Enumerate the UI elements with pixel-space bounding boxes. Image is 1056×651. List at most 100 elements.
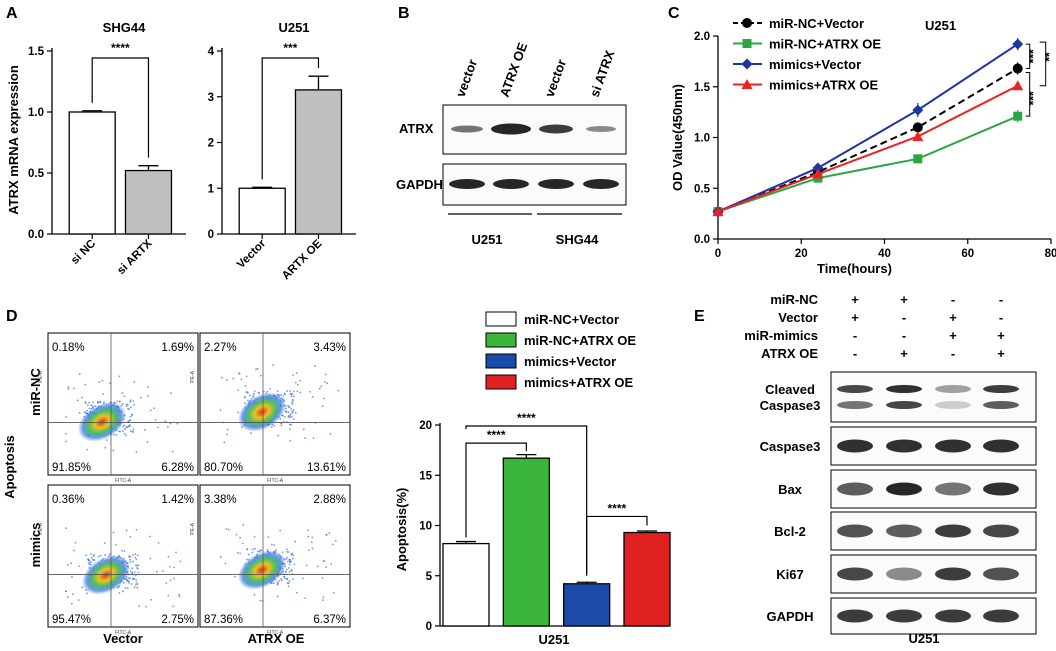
blot-label-caspase3: Caspase3: [760, 439, 821, 454]
flow-event: [308, 549, 310, 552]
legend-marker-mir-nc-vector: [742, 18, 752, 28]
flow-event: [87, 559, 90, 562]
flow-event: [149, 557, 152, 560]
flow-event: [86, 409, 89, 412]
band-cleaved-caspase3-lane-2: [886, 401, 922, 409]
flow-event: [292, 418, 295, 421]
band-bax-lane-3: [935, 482, 971, 496]
flow-event: [290, 395, 293, 398]
y-axis-label: OD Value(450nm): [670, 84, 685, 191]
legend-swatch-mimics-vector: [485, 353, 517, 369]
x-tick-label: 40: [878, 248, 891, 260]
flow-event: [135, 584, 137, 587]
flow-event: [175, 551, 177, 554]
panel-a-chart-u251: U251 0 1 2 3 4 Vector ARTX OE ***: [208, 20, 356, 282]
flow-event: [67, 564, 69, 566]
panel-c-annotation: U251: [925, 18, 956, 33]
panel-c: C 0.0 0.5 1.0 1.5 2.0 0 20 40 60 80 Time(hours) OD …: [668, 5, 1056, 276]
flow-event: [239, 552, 242, 555]
flow-event: [125, 434, 127, 437]
flow-event: [219, 409, 222, 412]
flow-event: [167, 555, 170, 558]
flow-event: [70, 602, 73, 605]
quadrant-upper-right: 1.69%: [161, 342, 194, 354]
band-gapdh-lane-4: [583, 179, 619, 189]
flow-event: [104, 446, 107, 449]
flow-event: [129, 430, 132, 433]
flow-density-cluster: [237, 550, 287, 590]
flow-event: [241, 542, 244, 545]
condition-sign-atrx-oe-4: +: [997, 346, 1005, 361]
flow-cytometry-plots: 0.18% 1.69% 91.85% 6.28% FITC-A PE-A 2.27% 3.43…: [38, 332, 351, 636]
x-axis-label: U251: [538, 632, 569, 647]
flow-event: [253, 536, 256, 538]
flow-event: [321, 599, 324, 602]
band-cleaved-caspase3-lane-2: [886, 385, 922, 393]
y-axis-label: Apoptosis(%): [394, 488, 409, 572]
flow-event: [287, 567, 290, 569]
flow-row-label-mir-nc: miR-NC: [28, 368, 43, 416]
legend-swatch-mir-nc-atrx-oe: [485, 332, 517, 348]
sig-bracket-3: [586, 515, 648, 574]
flow-event: [296, 390, 299, 393]
y-tick-label: 1: [208, 183, 215, 195]
condition-label-atrx-oe: ATRX OE: [761, 346, 818, 361]
flow-event: [122, 425, 125, 428]
quadrant-upper-left: 2.27%: [204, 342, 237, 354]
flow-event: [287, 404, 290, 407]
flow-event: [73, 387, 76, 390]
condition-sign-atrx-oe-2: +: [900, 346, 908, 361]
sig-label-3: ***: [1027, 91, 1041, 105]
flow-event: [325, 566, 327, 568]
flow-event: [78, 565, 80, 567]
flow-event: [276, 583, 279, 586]
flow-event: [149, 535, 152, 538]
flow-event: [112, 449, 115, 452]
flow-event: [281, 551, 284, 554]
bar-mimics-vector: [563, 583, 611, 627]
flow-event: [302, 577, 304, 580]
flow-event: [321, 577, 324, 579]
flow-event: [132, 554, 134, 556]
flow-event: [135, 528, 138, 531]
bar-si-nc: [68, 111, 116, 235]
flow-event: [227, 528, 230, 531]
flow-event: [101, 379, 104, 382]
flow-event: [133, 571, 136, 574]
flow-event: [272, 364, 274, 367]
flow-event: [65, 416, 67, 418]
y-tick-label: 15: [419, 470, 432, 482]
flow-event: [275, 549, 278, 551]
legend-label-mimics-vector: mimics+Vector: [524, 354, 616, 369]
band-cleaved-caspase3-lane-4: [983, 401, 1019, 409]
flow-event: [276, 390, 279, 393]
flow-plot-frame: [47, 484, 199, 628]
flow-event: [273, 424, 276, 427]
flow-event: [288, 558, 291, 561]
x-tick-label: ARTX OE: [280, 237, 325, 282]
flow-event: [71, 575, 73, 578]
flow-event: [123, 550, 126, 553]
condition-sign-mir-mimics-1: -: [853, 328, 857, 343]
flow-event: [125, 529, 128, 532]
condition-sign-vector-3: +: [949, 310, 957, 325]
flow-event: [323, 380, 326, 383]
flow-event: [102, 393, 105, 395]
flow-event: [309, 390, 312, 393]
band-cleaved-caspase3-lane-1: [837, 401, 873, 409]
sig-bracket-2: [1039, 41, 1047, 87]
flow-event: [134, 556, 137, 559]
panel-label-c: C: [668, 5, 680, 22]
flow-event: [236, 551, 239, 554]
flow-event: [108, 553, 111, 556]
blot-label-cleaved: Cleaved: [765, 382, 815, 397]
flow-event: [290, 413, 292, 415]
lane-label-vector-2: vector: [542, 57, 569, 99]
legend-marker-mir-nc-atrx-oe: [742, 39, 752, 48]
flow-event: [270, 426, 273, 429]
flow-event: [269, 387, 272, 390]
condition-sign-vector-4: -: [999, 310, 1003, 325]
series-line-mimics-atrx-oe: [717, 84, 1019, 213]
y-tick-label: 2.0: [694, 31, 710, 43]
flow-event: [105, 439, 108, 441]
